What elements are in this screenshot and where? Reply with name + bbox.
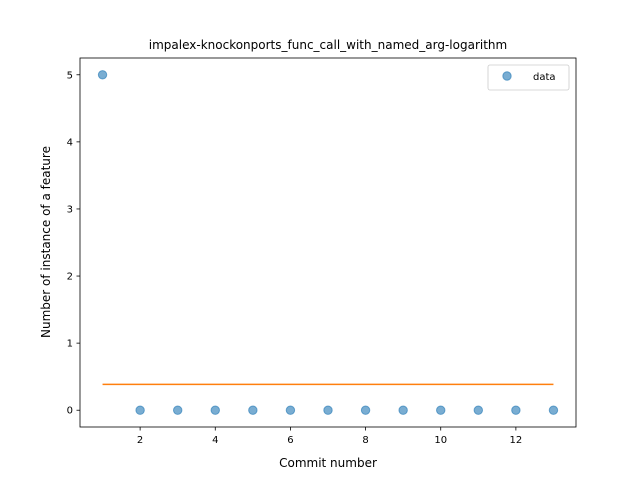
legend-marker [502,71,512,81]
data-point-12 [511,405,521,415]
x-tick-label-8: 8 [362,435,368,446]
data-point-8 [360,405,371,415]
legend-box [487,64,570,91]
legend-label-data: data [533,72,556,83]
x-axis-label: Commit number [279,456,377,470]
x-tick-label-12: 12 [510,435,523,446]
y-tick-label-2: 2 [67,272,73,283]
data-point-7 [323,405,333,415]
data-point-1 [97,70,108,80]
data-point-10 [436,405,446,415]
y-tick-label-3: 3 [67,204,73,215]
y-axis-ticks: 0 1 2 3 4 5 [67,70,80,417]
axes-frame [79,57,577,428]
data-point-6 [285,405,296,415]
y-tick-label-4: 4 [67,137,73,148]
chart-title: impalex-knockonports_func_call_with_name… [149,38,507,52]
plot-area [80,58,576,427]
data-point-5 [248,405,258,415]
data-point-9 [398,405,408,415]
data-point-3 [172,405,183,415]
x-tick-label-4: 4 [212,435,218,446]
data-point-11 [473,405,484,415]
x-tick-label-2: 2 [137,435,143,446]
y-axis-label: Number of instance of a feature [39,146,53,338]
x-tick-label-10: 10 [434,435,447,446]
y-tick-label-5: 5 [67,70,73,81]
x-tick-label-6: 6 [287,435,293,446]
data-points-layer [97,70,559,415]
data-point-4 [210,405,220,415]
data-point-2 [135,405,145,415]
y-tick-label-1: 1 [67,339,73,350]
x-axis-ticks: 2 4 6 8 10 12 [137,427,522,446]
data-point-13 [548,405,559,415]
y-tick-label-0: 0 [67,406,73,417]
legend: data [487,64,570,91]
